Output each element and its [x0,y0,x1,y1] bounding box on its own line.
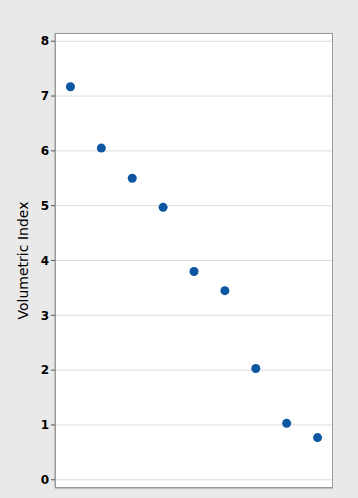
svg-text:1: 1 [41,418,49,432]
svg-text:8: 8 [41,34,49,48]
svg-text:6: 6 [41,144,49,158]
svg-text:3: 3 [41,309,49,323]
svg-text:0: 0 [41,473,49,487]
svg-text:7: 7 [41,89,49,103]
svg-text:2: 2 [41,363,49,377]
svg-text:4: 4 [41,254,49,268]
svg-text:5: 5 [41,199,49,213]
svg-text:Volumetric Index: Volumetric Index [15,202,31,320]
